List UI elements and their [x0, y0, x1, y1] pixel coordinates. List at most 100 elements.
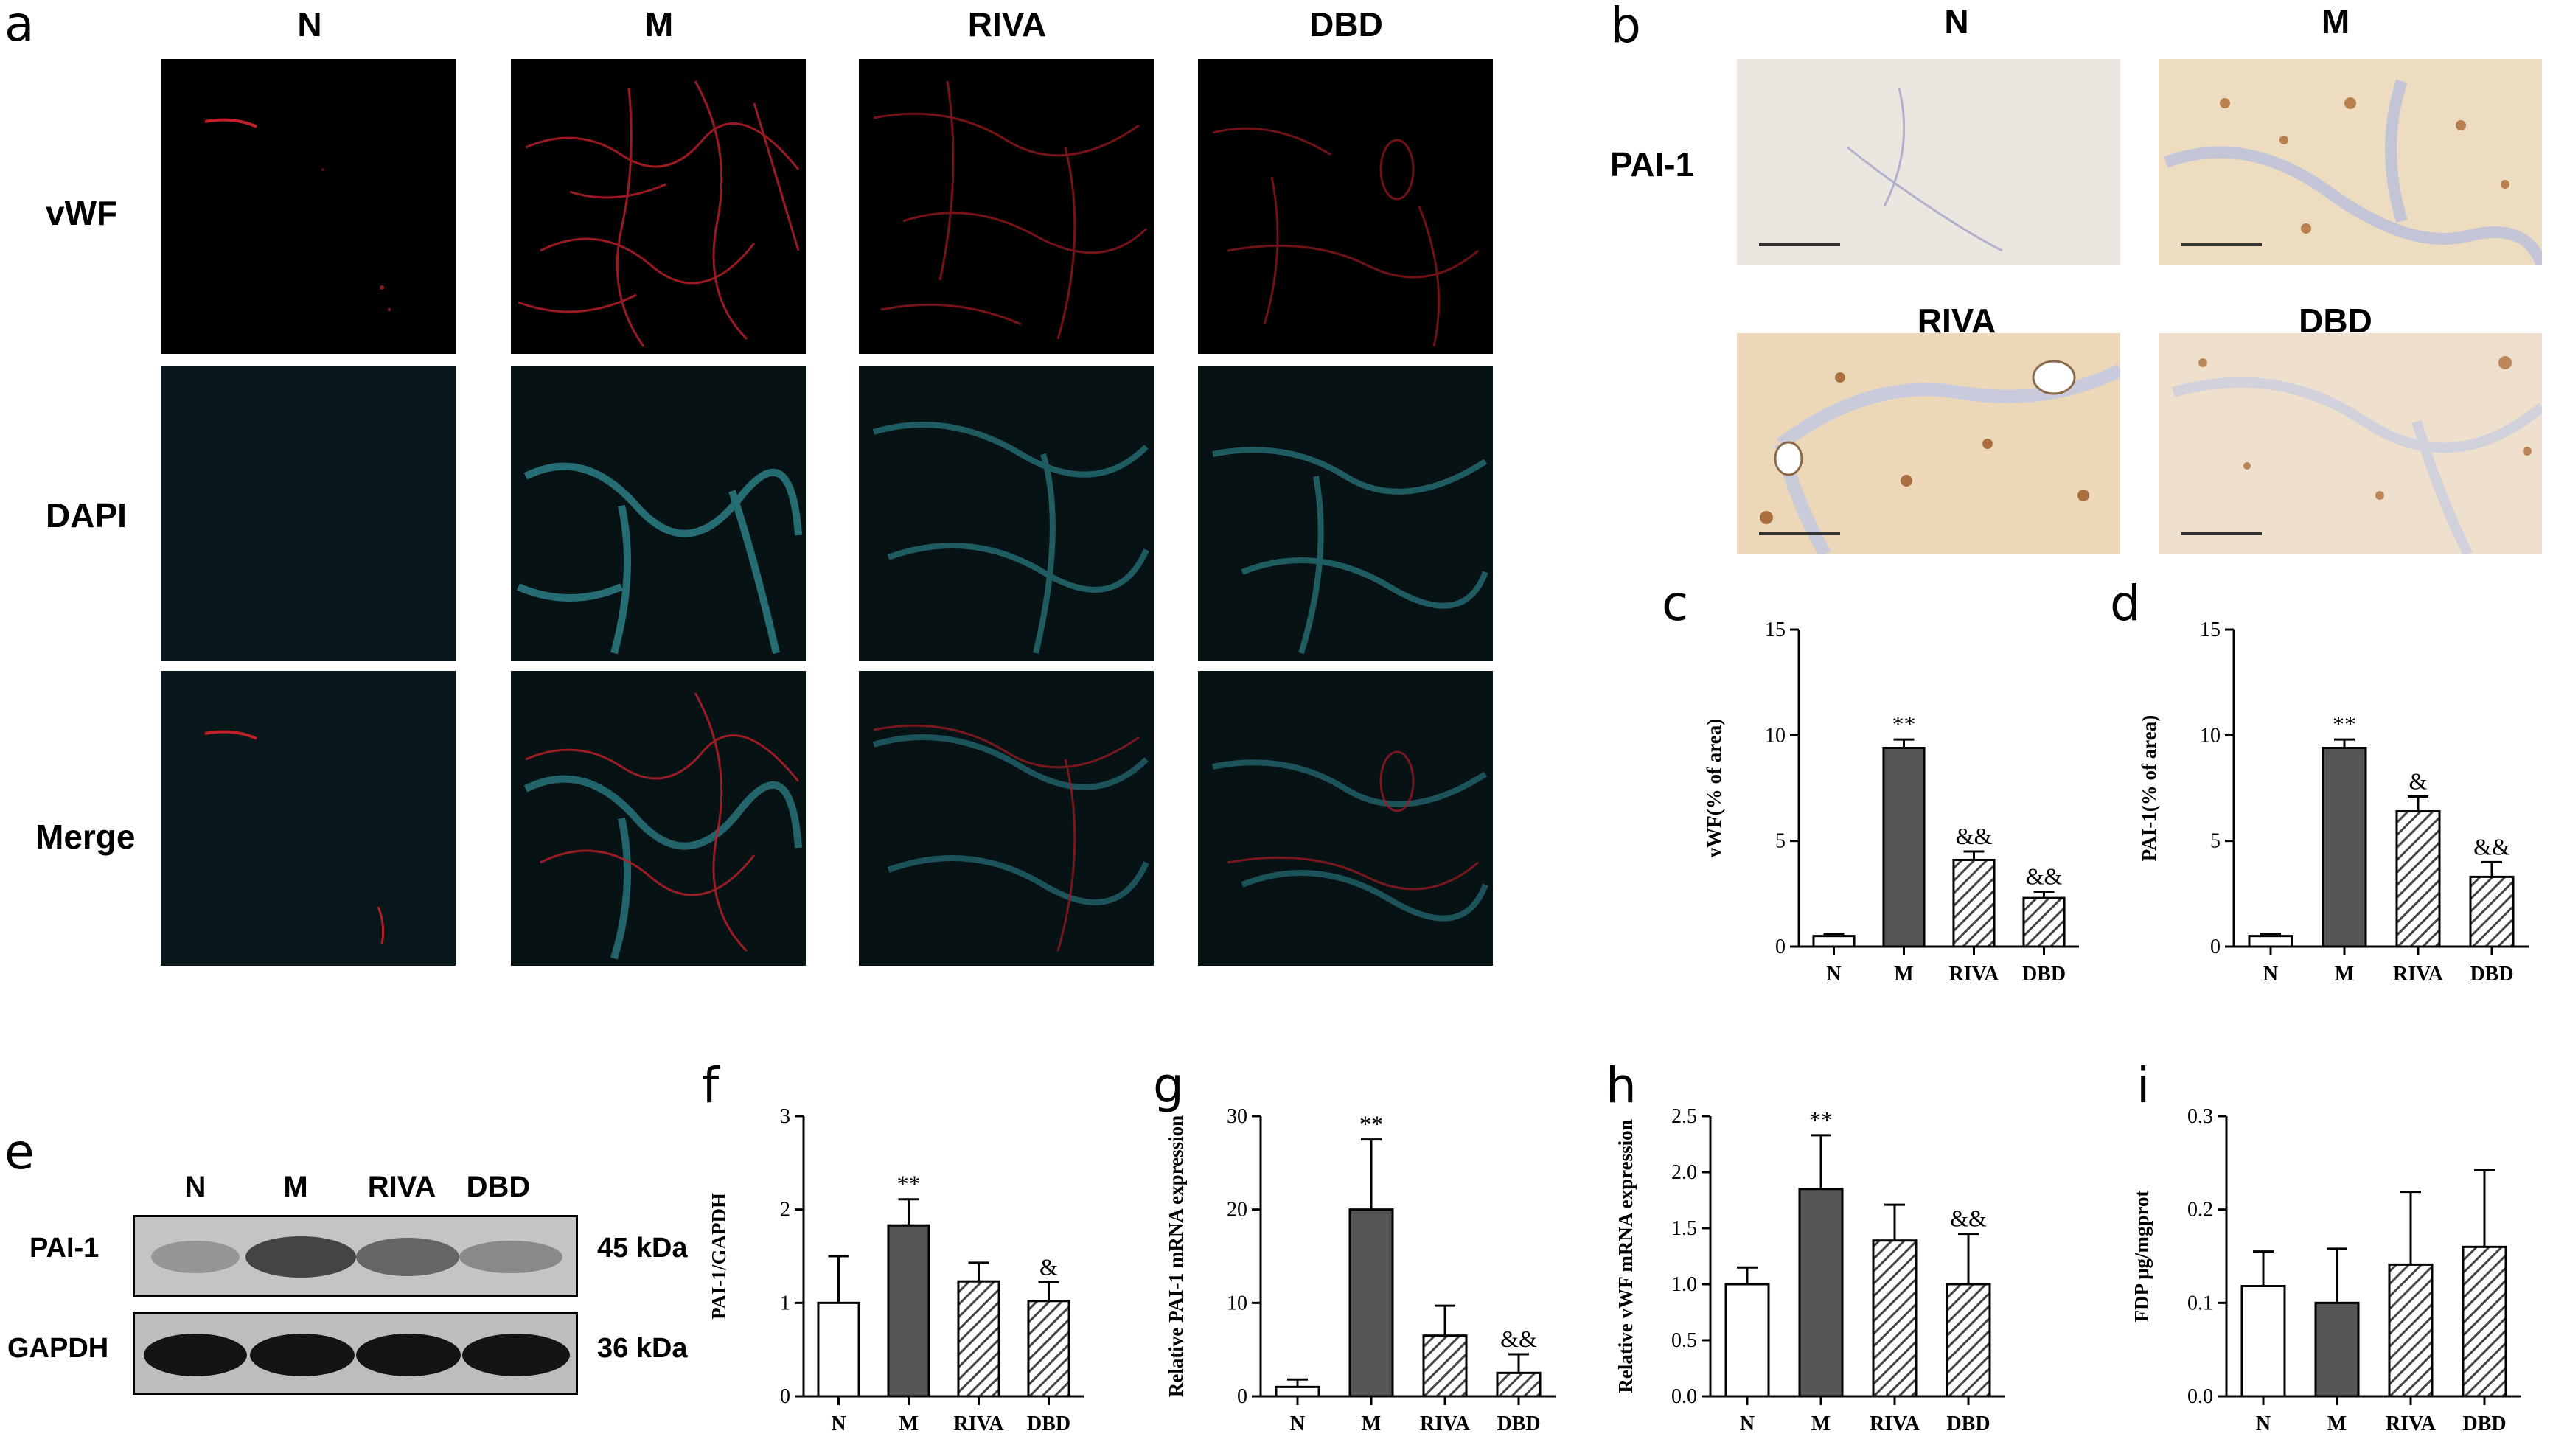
significance-label: &&: [2473, 833, 2510, 860]
wb-lane-m: M: [283, 1171, 308, 1203]
panel-i-letter: i: [2136, 1057, 2150, 1114]
wb-blot-pai1: [133, 1215, 578, 1297]
wb-lane-riva: RIVA: [367, 1171, 436, 1203]
x-tick-label: M: [1362, 1413, 1381, 1435]
bar-n: [1724, 1283, 1770, 1398]
significance-label: &&: [1500, 1326, 1537, 1352]
panel-c-letter: c: [1662, 575, 1689, 632]
wb-size-gapdh: 36 kDa: [597, 1333, 688, 1364]
bar-m: [1882, 747, 1926, 948]
y-tick-label: 15: [2200, 619, 2221, 641]
x-tick-label: M: [2335, 963, 2354, 986]
y-axis-label: PAI-1(% of area): [2138, 715, 2160, 861]
x-tick-label: N: [1290, 1413, 1305, 1435]
ihc-image-riva: [1737, 333, 2120, 554]
wb-row-gapdh: GAPDH: [7, 1333, 109, 1364]
bar-n: [817, 1301, 860, 1398]
y-tick-label: 20: [1227, 1199, 1247, 1222]
wb-band: [151, 1241, 240, 1273]
bar-m: [2322, 747, 2367, 948]
wb-band: [144, 1334, 247, 1376]
y-axis-label: Relative PAI-1 mRNA expression: [1165, 1115, 1187, 1397]
wb-band: [459, 1241, 562, 1273]
scale-bar: [1759, 532, 1840, 535]
x-tick-label: M: [899, 1413, 918, 1435]
y-tick-label: 0.2: [2187, 1199, 2213, 1222]
y-tick-label: 0: [1775, 936, 1786, 958]
significance-label: **: [897, 1171, 921, 1197]
significance-label: **: [2333, 711, 2356, 737]
panel-a-letter: a: [4, 0, 35, 52]
panel-a-col-n: N: [297, 5, 322, 43]
x-tick-label: DBD: [2470, 963, 2513, 986]
x-tick-label: RIVA: [2393, 963, 2444, 986]
dapi-image-m: [511, 366, 806, 661]
y-tick-label: 30: [1227, 1105, 1247, 1128]
y-tick-label: 0.0: [1671, 1385, 1697, 1408]
bar-riva: [1422, 1334, 1468, 1398]
bar-m: [1348, 1208, 1394, 1398]
bar-m: [1798, 1188, 1844, 1398]
chart-svg-i: FDP μg/mgprot 0.0 0.1 0.2 0.3 N M RIVA DBD: [2131, 1105, 2521, 1435]
bar-dbd: [1946, 1283, 1991, 1398]
bar-dbd: [2469, 875, 2515, 948]
merge-image-m: [511, 671, 806, 966]
y-tick-label: 2.5: [1671, 1105, 1697, 1128]
y-tick-label: 3: [780, 1105, 790, 1128]
bar-riva: [1952, 858, 1996, 948]
significance-label: **: [1359, 1111, 1383, 1138]
significance-label: &: [2409, 767, 2428, 794]
vwf-image-dbd: [1198, 59, 1493, 354]
panel-g-letter: g: [1153, 1057, 1184, 1114]
x-tick-label: DBD: [2462, 1413, 2506, 1435]
panel-b-col-n: N: [1944, 2, 1969, 41]
y-tick-label: 10: [1227, 1292, 1247, 1314]
chart-i: FDP μg/mgprot 0.0 0.1 0.2 0.3 N M RIVA DBD: [2116, 1105, 2543, 1452]
significance-label: **: [1892, 711, 1916, 737]
x-tick-label: N: [1826, 963, 1841, 986]
panel-e-letter: e: [4, 1124, 35, 1180]
x-tick-label: RIVA: [2386, 1413, 2437, 1435]
y-axis-label: PAI-1/GAPDH: [708, 1193, 730, 1320]
significance-label: **: [1809, 1107, 1833, 1133]
panel-d-letter: d: [2110, 575, 2141, 632]
y-tick-label: 1.5: [1671, 1217, 1697, 1240]
y-tick-label: 0: [1237, 1385, 1247, 1408]
x-tick-label: DBD: [1946, 1413, 1990, 1435]
significance-label: &&: [1950, 1205, 1987, 1232]
y-tick-label: 5: [2210, 830, 2221, 853]
ihc-image-dbd: [2159, 333, 2542, 554]
x-tick-label: M: [1894, 963, 1913, 986]
chart-svg-f: PAI-1/GAPDH 0 1 2 3 N M ** RIVA DBD &: [708, 1105, 1084, 1435]
merge-image-dbd: [1198, 671, 1493, 966]
y-tick-label: 0.0: [2187, 1385, 2213, 1408]
chart-f: PAI-1/GAPDH 0 1 2 3 N M ** RIVA DBD &: [693, 1105, 1106, 1452]
dapi-image-riva: [859, 366, 1154, 661]
y-tick-label: 10: [2200, 724, 2221, 747]
wb-blot-gapdh: [133, 1312, 578, 1395]
wb-lane-dbd: DBD: [466, 1171, 531, 1203]
wb-lane-n: N: [184, 1171, 206, 1203]
merge-image-n: [161, 671, 456, 966]
merge-image-riva: [859, 671, 1154, 966]
y-tick-label: 1.0: [1671, 1273, 1697, 1296]
bar-n: [2240, 1285, 2286, 1398]
x-tick-label: DBD: [1497, 1413, 1540, 1435]
y-tick-label: 0.1: [2187, 1292, 2213, 1314]
bar-riva: [2388, 1263, 2434, 1398]
bar-dbd: [2022, 896, 2066, 948]
x-tick-label: N: [2256, 1413, 2271, 1435]
y-tick-label: 10: [1765, 724, 1786, 747]
y-tick-label: 0: [2210, 936, 2221, 958]
panel-f-letter: f: [702, 1057, 720, 1114]
y-axis-label: vWF(% of area): [1703, 719, 1725, 857]
y-tick-label: 0.3: [2187, 1105, 2213, 1128]
vwf-image-m: [511, 59, 806, 354]
chart-svg-c: vWF(% of area) 0 5 10 15 N M ** RIVA && DBD &&: [1703, 619, 2079, 986]
panel-h-letter: h: [1606, 1057, 1637, 1114]
panel-a-col-riva: RIVA: [967, 5, 1047, 43]
bar-riva: [957, 1280, 1000, 1398]
x-tick-label: N: [1740, 1413, 1755, 1435]
x-tick-label: RIVA: [1870, 1413, 1920, 1435]
ihc-image-m: [2159, 59, 2542, 265]
